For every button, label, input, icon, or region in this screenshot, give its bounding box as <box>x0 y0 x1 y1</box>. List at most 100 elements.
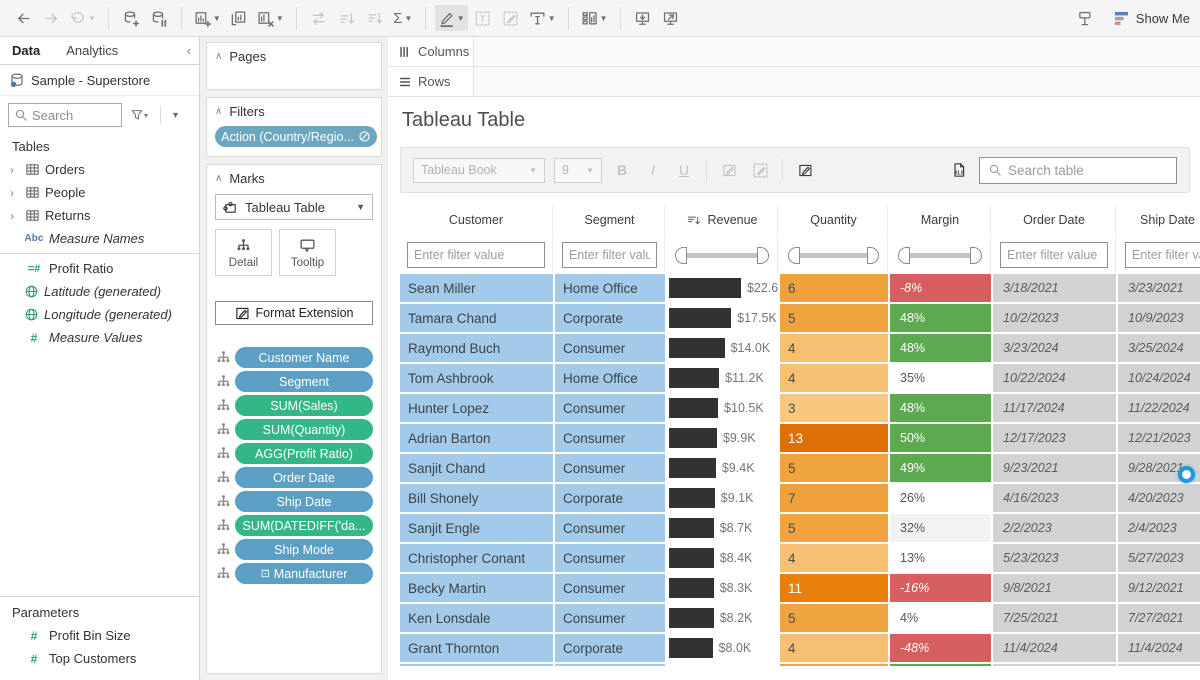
tab-analytics[interactable]: Analytics <box>54 38 132 63</box>
cell-quantity[interactable]: 5 <box>780 304 888 332</box>
cell-quantity[interactable]: 11 <box>780 574 888 602</box>
cell-ship-date[interactable]: 4/20/2023 <box>1118 484 1200 512</box>
cell-segment[interactable]: Corporate <box>555 304 665 332</box>
cell-segment[interactable] <box>555 664 665 666</box>
range-slider-margin[interactable] <box>898 247 982 264</box>
cell-order-date[interactable]: 10/2/2023 <box>993 304 1116 332</box>
cell-margin[interactable]: -16% <box>890 574 991 602</box>
field-measure-values[interactable]: #Measure Values <box>0 326 199 349</box>
tab-data[interactable]: Data <box>0 38 54 63</box>
show-hide-cards-button[interactable]: ▼ <box>578 5 611 31</box>
columns-shelf-field[interactable] <box>474 37 1200 66</box>
cell-margin[interactable]: 4% <box>890 604 991 632</box>
cell-order-date[interactable]: 3/23/2024 <box>993 334 1116 362</box>
cell-segment[interactable]: Consumer <box>555 544 665 572</box>
slider-handle-min[interactable] <box>675 247 687 264</box>
mark-type-dropdown[interactable]: Tableau Table ▼ <box>215 194 373 220</box>
column-header-revenue[interactable]: Revenue <box>667 204 778 236</box>
sort-descending-button[interactable] <box>362 5 388 31</box>
field-profit-ratio[interactable]: =#Profit Ratio <box>0 257 199 280</box>
cell-quantity[interactable]: 4 <box>780 634 888 662</box>
cell-revenue[interactable]: $9.1K <box>667 484 778 512</box>
slider-handle-max[interactable] <box>867 247 879 264</box>
column-header-segment[interactable]: Segment <box>555 204 665 236</box>
cell-order-date[interactable]: 4/16/2023 <box>993 484 1116 512</box>
cell-revenue[interactable]: $11.2K <box>667 364 778 392</box>
cell-margin[interactable]: 32% <box>890 514 991 542</box>
export-xls-icon[interactable]: XLS <box>948 158 970 182</box>
cell-customer[interactable]: Tamara Chand <box>400 304 553 332</box>
cell-ship-date[interactable]: 11/4/2024 <box>1118 634 1200 662</box>
datasource-row[interactable]: Sample - Superstore <box>0 65 199 96</box>
cell-ship-date[interactable]: 5/27/2023 <box>1118 544 1200 572</box>
scroll-indicator-dot[interactable] <box>1178 466 1195 483</box>
cell-ship-date[interactable]: 2/4/2023 <box>1118 514 1200 542</box>
swap-rows-columns-button[interactable] <box>306 5 332 31</box>
field-profit-bin-size[interactable]: #Profit Bin Size <box>0 624 199 647</box>
font-size-dropdown[interactable]: 9▼ <box>554 158 602 183</box>
cell-customer[interactable]: Raymond Buch <box>400 334 553 362</box>
annotate-button[interactable] <box>498 5 524 31</box>
cell-revenue[interactable]: $8.4K <box>667 544 778 572</box>
cell-margin[interactable]: 35% <box>890 364 991 392</box>
columns-shelf[interactable]: Columns <box>388 37 1200 67</box>
pill-segment[interactable]: Segment <box>235 371 373 392</box>
font-family-dropdown[interactable]: Tableau Book▼ <box>413 158 545 183</box>
italic-button[interactable]: I <box>642 158 664 182</box>
column-header-order_date[interactable]: Order Date <box>993 204 1116 236</box>
field-people[interactable]: ›People <box>0 181 199 204</box>
filter-pill-action-country-region[interactable]: Action (Country/Regio... <box>215 126 377 147</box>
cell-revenue[interactable]: $9.9K <box>667 424 778 452</box>
undo-button[interactable] <box>10 5 36 31</box>
cell-order-date[interactable]: 10/22/2024 <box>993 364 1116 392</box>
column-header-customer[interactable]: Customer <box>400 204 553 236</box>
cell-segment[interactable]: Consumer <box>555 394 665 422</box>
slider-handle-max[interactable] <box>970 247 982 264</box>
column-header-quantity[interactable]: Quantity <box>780 204 888 236</box>
field-measure-names[interactable]: AbcMeasure Names <box>0 227 199 250</box>
totals-button[interactable]: Σ▼ <box>390 5 416 31</box>
cell-revenue[interactable]: $10.5K <box>667 394 778 422</box>
expand-icon[interactable]: › <box>10 209 20 223</box>
pause-auto-updates-button[interactable] <box>146 5 172 31</box>
cell-customer[interactable]: Sean Miller <box>400 274 553 302</box>
collapse-marks-icon[interactable]: ∧ <box>215 173 222 184</box>
field-latitude-generated[interactable]: Latitude (generated) <box>0 280 199 303</box>
cell-customer[interactable]: Christopher Conant <box>400 544 553 572</box>
download-button[interactable] <box>630 5 656 31</box>
cell-customer[interactable]: Grant Thornton <box>400 634 553 662</box>
rows-shelf[interactable]: Rows <box>388 67 1200 97</box>
cell-segment[interactable]: Corporate <box>555 634 665 662</box>
redo-button[interactable] <box>38 5 64 31</box>
cell-ship-date[interactable]: 11/22/2024 <box>1118 394 1200 422</box>
collapse-filters-icon[interactable]: ∧ <box>215 106 222 117</box>
field-longitude-generated[interactable]: Longitude (generated) <box>0 303 199 326</box>
replay-button[interactable]: ▼ <box>66 5 99 31</box>
cell-revenue[interactable]: $8.7K <box>667 514 778 542</box>
pill-sum-quantity[interactable]: SUM(Quantity) <box>235 419 373 440</box>
cell-segment[interactable]: Consumer <box>555 514 665 542</box>
filter-input-order_date[interactable] <box>1000 242 1108 268</box>
highlight-button[interactable]: ▼ <box>435 5 468 31</box>
field-search-box[interactable] <box>8 103 122 127</box>
cell-quantity[interactable]: 5 <box>780 604 888 632</box>
cell-margin[interactable]: -48% <box>890 634 991 662</box>
presentation-mode-button[interactable] <box>658 5 684 31</box>
underline-button[interactable]: U <box>673 158 695 182</box>
cell-margin[interactable]: 50% <box>890 424 991 452</box>
format-extension-button[interactable]: Format Extension <box>215 301 373 325</box>
expand-icon[interactable]: › <box>10 186 20 200</box>
cell-quantity[interactable]: 13 <box>780 424 888 452</box>
cell-quantity[interactable]: 5 <box>780 514 888 542</box>
detail-button[interactable]: Detail <box>215 229 272 276</box>
filter-input-ship_date[interactable] <box>1125 242 1200 268</box>
cell-quantity[interactable]: 3 <box>780 394 888 422</box>
cell-order-date[interactable]: 7/25/2021 <box>993 604 1116 632</box>
cell-revenue[interactable]: $8.2K <box>667 604 778 632</box>
format-painter-icon[interactable] <box>718 158 740 182</box>
cell-ship-date[interactable] <box>1118 664 1200 666</box>
cell-ship-date[interactable]: 12/21/2023 <box>1118 424 1200 452</box>
cell-revenue[interactable]: $14.0K <box>667 334 778 362</box>
cell-order-date[interactable]: 9/23/2021 <box>993 454 1116 482</box>
cell-revenue[interactable]: $8.3K <box>667 574 778 602</box>
